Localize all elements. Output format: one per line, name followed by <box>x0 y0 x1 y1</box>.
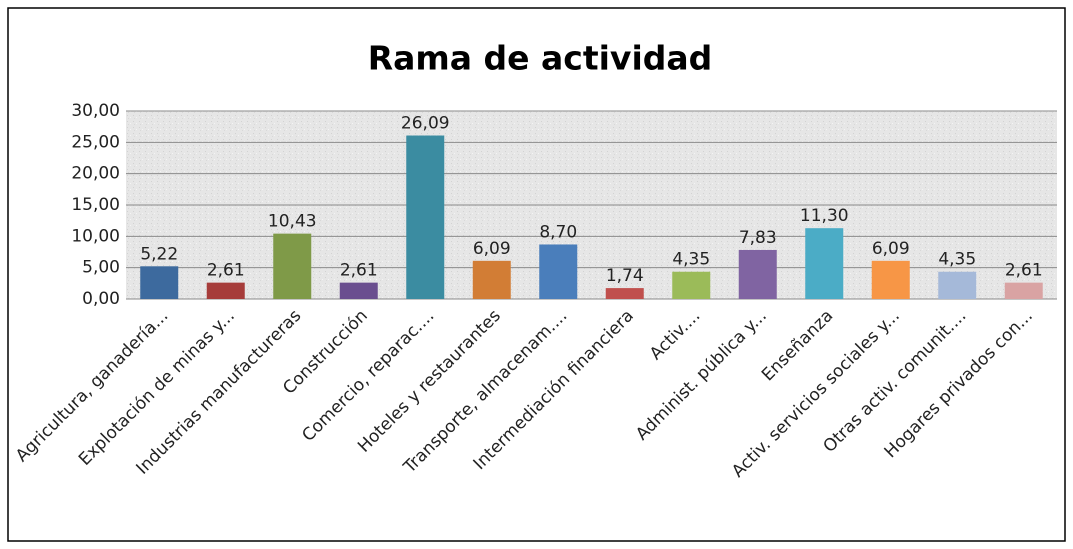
y-tick-label: 20,00 <box>71 164 120 184</box>
bar <box>206 282 245 299</box>
value-label: 4,35 <box>672 250 710 270</box>
bar <box>406 135 445 299</box>
value-label: 10,43 <box>268 212 317 232</box>
bar <box>339 282 378 299</box>
value-label: 5,22 <box>140 244 178 264</box>
value-label: 11,30 <box>800 206 849 226</box>
bar <box>539 244 578 299</box>
y-tick-label: 10,00 <box>71 226 120 246</box>
bar <box>273 233 312 299</box>
value-label: 1,74 <box>606 266 644 286</box>
value-label: 2,61 <box>207 261 245 281</box>
y-tick-label: 5,00 <box>82 258 120 278</box>
value-label: 7,83 <box>739 228 777 248</box>
y-tick-label: 30,00 <box>71 101 120 121</box>
bar <box>938 271 977 299</box>
value-label: 2,61 <box>1005 261 1043 281</box>
y-tick-label: 15,00 <box>71 195 120 215</box>
value-label: 8,70 <box>539 222 577 242</box>
value-label: 2,61 <box>340 261 378 281</box>
bar <box>140 266 179 299</box>
bar <box>605 288 644 299</box>
y-tick-label: 0,00 <box>82 289 120 309</box>
value-label: 6,09 <box>473 239 511 259</box>
chart-title: Rama de actividad <box>368 39 713 78</box>
value-label: 6,09 <box>872 239 910 259</box>
bar <box>871 260 910 299</box>
value-label: 4,35 <box>938 250 976 270</box>
bar <box>805 228 844 299</box>
bar <box>472 260 511 299</box>
bar <box>738 249 777 299</box>
bar <box>672 271 711 299</box>
bar <box>1004 282 1043 299</box>
value-label: 26,09 <box>401 114 450 134</box>
y-tick-label: 25,00 <box>71 132 120 152</box>
